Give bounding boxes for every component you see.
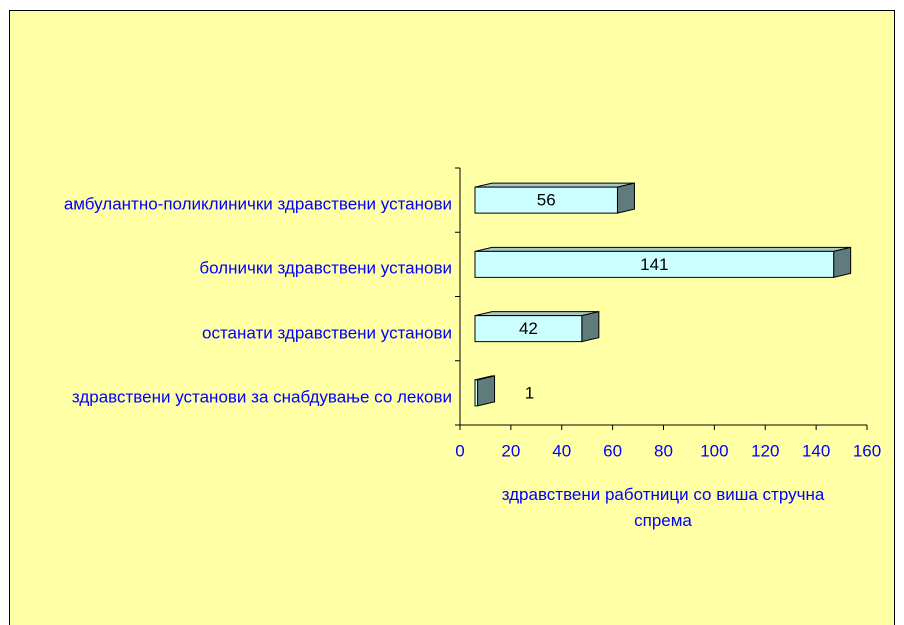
x-tick-label: 160 [853,441,881,460]
y-tick-label: болнички здравствени установи [199,258,452,278]
x-tick-label: 0 [455,441,464,460]
data-label: 141 [640,255,668,274]
bar [474,182,635,214]
bar [474,246,852,279]
y-tick-label-box: амбулантно-поликлинички здравствени уста… [22,192,452,217]
y-tick-label: здравствени установи за снабдување со ле… [71,387,452,407]
data-label: 56 [537,191,556,210]
bar [474,375,496,407]
bar-top [474,311,599,317]
bar-side [833,246,852,279]
x-tick-label: 140 [802,441,830,460]
x-tick-label: 80 [654,441,673,460]
bar-front [474,315,583,343]
x-tick-label: 120 [751,441,779,460]
x-tick-label: 100 [700,441,728,460]
y-tick-label-box: останати здравствени установи [22,320,452,345]
bar-top [474,182,635,188]
x-tick-label: 20 [501,441,520,460]
x-tick-label: 40 [552,441,571,460]
bar-side [581,310,600,343]
bar-front [474,250,835,278]
data-label: 42 [519,319,538,338]
bar-front [474,379,479,407]
x-tick-label: 60 [603,441,622,460]
y-tick-label: амбулантно-поликлинички здравствени уста… [63,194,452,214]
bar-side [477,375,496,407]
y-tick-label-box: здравствени установи за снабдување со ле… [22,384,452,409]
y-tick-label: останати здравствени установи [202,323,452,343]
bar-front [474,186,618,214]
data-label: 1 [525,383,534,402]
bar-side [616,182,635,214]
y-tick-label-box: болнички здравствени установи [22,256,452,281]
bar [474,310,600,343]
chart-area [9,10,895,625]
x-axis-title: здравствени работници со виша стручна сп… [501,485,825,530]
bar-top [474,246,851,252]
